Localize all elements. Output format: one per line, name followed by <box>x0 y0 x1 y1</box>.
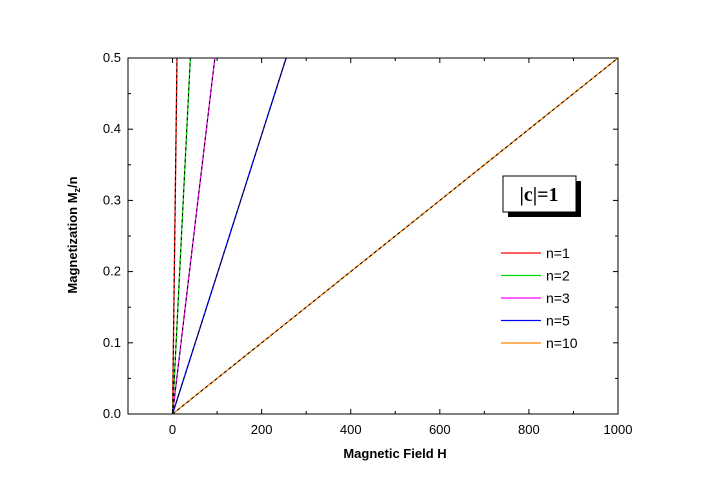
plot-frame <box>127 57 619 415</box>
legend-label: n=5 <box>546 313 570 329</box>
legend-label: n=3 <box>546 290 570 306</box>
series-line-n=3 <box>171 57 216 415</box>
legend-label: n=10 <box>546 335 578 351</box>
y-axis-title-main: Magnetization M <box>65 192 80 293</box>
y-axis-title-sub: z <box>72 187 82 192</box>
series-dashed-overlay-n=10 <box>172 57 619 415</box>
x-tick-label: 600 <box>429 422 451 437</box>
y-tick-label: 0.0 <box>103 406 121 421</box>
series-dashed-overlay-n=5 <box>172 57 287 415</box>
x-tick-label: 400 <box>340 422 362 437</box>
annotation-label: |c|=1 <box>519 184 558 206</box>
legend-label: n=1 <box>546 245 570 261</box>
y-axis-title: Magnetization Mz/n <box>65 176 82 293</box>
y-tick-label: 0.2 <box>103 264 121 279</box>
axis-layer: 0 200 400 600 800 1000 0.0 0.1 0.2 0.3 0.4 0.5 <box>103 50 633 437</box>
x-tick-label: 0 <box>169 422 176 437</box>
y-tick-label: 0.3 <box>103 192 121 207</box>
x-axis-title: Magnetic Field H <box>343 446 446 461</box>
x-tick-label: 1000 <box>604 422 633 437</box>
annotation-box: |c|=1 <box>502 175 581 217</box>
y-axis-title-tail: /n <box>65 176 80 188</box>
y-tick-label: 0.1 <box>103 335 121 350</box>
series-dashed-overlay-n=1 <box>172 57 178 415</box>
x-tick-label: 800 <box>518 422 540 437</box>
series-layer <box>171 57 619 415</box>
series-line-n=2 <box>171 57 192 415</box>
y-tick-label: 0.5 <box>103 50 121 65</box>
legend-label: n=2 <box>546 268 570 284</box>
x-tick-label: 200 <box>251 422 273 437</box>
y-tick-label: 0.4 <box>103 121 121 136</box>
legend: n=1 n=2 n=3 n=5 n=10 <box>501 245 578 351</box>
